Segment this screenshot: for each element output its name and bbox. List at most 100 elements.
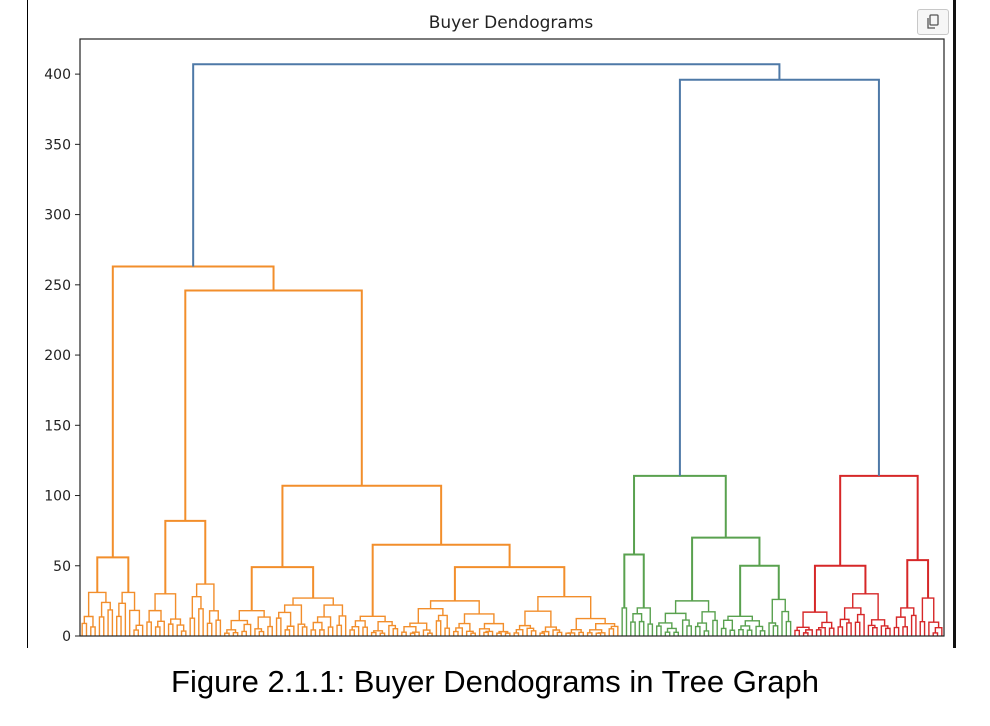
dendrogram-link [530,630,537,636]
dendrogram-link [921,597,935,623]
dendrogram-link [297,623,306,636]
dendrogram-chart: Buyer Dendograms 0 50 100 150 200 250 300 350 40… [44,13,945,645]
dendrogram-link [275,617,282,636]
dendrogram-link [164,519,207,594]
dendrogram-link [729,629,736,636]
y-tick-label: 350 [44,137,71,153]
dendrogram-link [632,613,643,623]
dendrogram-link [351,626,360,636]
dendrogram-link [496,632,502,636]
dendrogram-link [250,566,315,611]
dendrogram-link [327,626,334,636]
dendrogram-link [681,619,690,636]
dendrogram-link [768,622,777,636]
dendrogram-link [243,623,252,636]
dendrogram-link [323,604,344,617]
cell-right-scrollbar[interactable] [953,0,956,648]
dendrogram-link [678,78,880,476]
dendrogram-link [206,622,213,636]
dendrogram-link [148,609,162,623]
dendrogram-link [867,624,876,636]
dendrogram-link [738,629,744,636]
dendrogram-link [781,610,790,636]
dendrogram-link [435,620,442,636]
dendrogram-link [884,627,891,636]
dendrogram-link [537,595,592,619]
dendrogram-link [697,622,708,631]
dendrogram-link [839,618,850,627]
dendrogram-link [133,629,140,636]
dendrogram-link [906,559,930,608]
dendrogram-link [135,624,144,636]
dendrogram-link [154,626,161,636]
dendrogram-link [854,621,861,636]
dendrogram-link [524,610,552,628]
dendrogram-link [539,632,546,636]
dendrogram-link [498,630,509,634]
y-tick-label: 50 [53,559,71,575]
dendrogram-link [157,620,165,636]
dendrogram-link [813,564,867,613]
y-tick-label: 150 [44,418,71,434]
dendrogram-link [759,630,766,636]
y-tick-label: 400 [44,67,71,83]
dendrogram-link [292,597,334,606]
dendrogram-link [746,629,753,636]
dendrogram-link [208,610,219,624]
dendrogram-link [170,618,182,626]
copy-button[interactable] [917,9,949,35]
dendrogram-link [452,630,459,636]
dendrogram-link [621,607,628,636]
dendrogram-link [647,623,654,636]
dendrogram-link [483,631,489,636]
dendrogram-link [388,624,397,636]
dendrogram-link [828,627,835,636]
dendrogram-link [167,623,174,636]
dendrogram-link [485,630,494,636]
figure-caption: Figure 2.1.1: Buyer Dendograms in Tree G… [171,664,819,699]
dendrogram-link [176,624,185,636]
dendrogram-link [630,621,636,636]
dendrogram-link [116,615,122,636]
dendrogram-link [586,632,593,636]
dendrogram-link [638,620,645,636]
dendrogram-link [694,625,701,636]
dendrogram-link [633,474,727,555]
chart-title: Buyer Dendograms [429,13,594,33]
dendrogram-link [283,604,303,625]
dendrogram-link [310,629,317,636]
dendrogram-link [455,627,464,636]
dendrogram-link [755,625,764,636]
dendrogram-link [437,614,448,629]
dendrogram-link [720,627,727,636]
y-tick-label: 200 [44,348,71,364]
dendrogram-link [818,626,826,636]
y-tick-label: 0 [62,629,71,645]
dendrogram-link [362,626,368,636]
dendrogram-link [470,632,476,636]
dendrogram-link [254,628,263,636]
dendrogram-link [87,591,107,617]
dendrogram-link [336,624,343,636]
dendrogram-link [232,631,239,636]
dendrogram-link [815,629,822,636]
dendrogram-link [802,632,809,636]
dendrogram-link [515,629,524,636]
dendrogram-link [128,609,141,636]
dendrogram-link [258,630,265,636]
dendrogram-link [526,627,535,636]
dendrogram-link [846,622,852,636]
dendrogram-link [392,627,399,636]
dendrogram-link [373,630,384,634]
dendrogram-link [111,265,275,558]
dendrogram-link [195,583,215,611]
dendrogram-link [198,608,204,636]
dendrogram-link [785,620,792,636]
dendrogram-link [843,607,862,620]
dendrogram-link [118,602,127,636]
y-tick-label: 100 [44,489,71,505]
dendrogram-link [409,622,428,631]
cell-left-border [27,0,28,648]
dendrogram-link [284,629,291,636]
dendrogram-link [837,626,844,636]
